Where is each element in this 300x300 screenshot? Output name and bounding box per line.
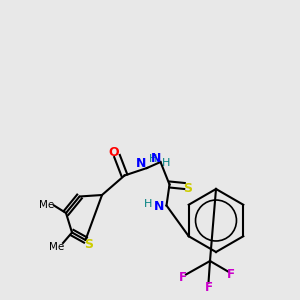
Text: N: N [154,200,164,214]
Text: S: S [84,238,93,251]
Text: S: S [183,182,192,196]
Text: H: H [162,158,171,169]
Text: F: F [227,268,235,281]
Text: F: F [179,271,187,284]
Text: Me: Me [39,200,54,211]
Text: O: O [109,146,119,160]
Text: F: F [205,280,212,294]
Text: N: N [136,157,146,170]
Text: H: H [149,154,157,164]
Text: Me: Me [50,242,64,253]
Text: H: H [144,199,153,209]
Text: N: N [151,152,161,166]
